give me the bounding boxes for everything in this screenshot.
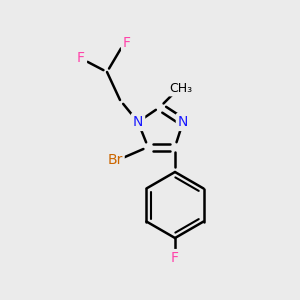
Text: Br: Br — [107, 153, 123, 167]
Text: F: F — [77, 51, 85, 65]
Text: F: F — [171, 251, 179, 265]
Text: F: F — [123, 36, 131, 50]
Text: CH₃: CH₃ — [169, 82, 193, 94]
Text: N: N — [178, 115, 188, 129]
Text: N: N — [133, 115, 143, 129]
